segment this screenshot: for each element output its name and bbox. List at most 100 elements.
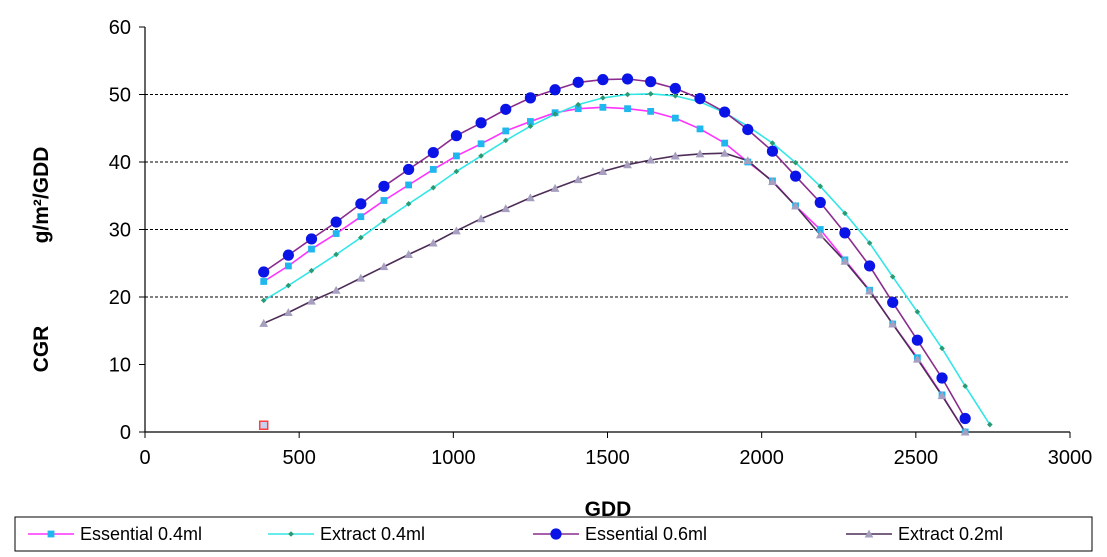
data-point-s3-19 <box>720 148 730 157</box>
data-point-s3-17 <box>670 151 680 160</box>
data-point-s2-1 <box>282 249 294 261</box>
ticks-layer: 0 10 20 30 40 50 60 0 500 1000 1500 2000 2500 3000 <box>109 17 1093 469</box>
data-point-s1-5 <box>381 217 387 224</box>
data-point-s3-12 <box>550 183 560 192</box>
data-point-s0-14 <box>599 103 607 111</box>
data-point-s2-18 <box>694 92 706 105</box>
data-point-s1-10 <box>502 137 509 144</box>
data-point-s3-11 <box>526 193 535 202</box>
x-tick-label-2500: 2500 <box>894 447 939 469</box>
y-axis-title-line1: CGR <box>30 326 53 373</box>
data-point-s3-7 <box>428 238 438 247</box>
data-point-s0-16 <box>647 107 655 115</box>
data-point-s0-1 <box>284 262 292 270</box>
data-point-s1-17 <box>672 93 679 99</box>
data-point-s0-17 <box>671 114 679 122</box>
data-point-s0-13 <box>574 105 582 113</box>
data-point-s3-1 <box>283 308 293 317</box>
data-point-s2-20 <box>742 124 754 136</box>
data-point-s2-10 <box>500 103 512 115</box>
data-point-s1-12 <box>552 111 558 117</box>
data-point-s2-19 <box>719 106 731 118</box>
data-point-s2-27 <box>911 334 923 346</box>
data-point-s1-24 <box>842 210 848 217</box>
data-point-s2-13 <box>572 76 584 88</box>
y-tick-label-0: 0 <box>120 422 131 444</box>
data-point-s1-21 <box>769 140 776 146</box>
data-point-s2-28 <box>936 372 948 384</box>
data-point-s1-15 <box>624 91 631 98</box>
data-point-s1-25 <box>866 240 873 246</box>
data-point-s2-7 <box>427 146 439 159</box>
data-point-s3-14 <box>598 167 608 175</box>
legend-swatch-marker-3 <box>864 529 874 538</box>
data-point-s3-20 <box>743 156 753 165</box>
y-tick-label-30: 30 <box>109 220 131 242</box>
data-point-s3-16 <box>646 155 656 164</box>
data-point-s1-8 <box>453 168 460 175</box>
data-point-s3-26 <box>888 319 898 328</box>
data-point-s1-14 <box>600 95 606 101</box>
data-point-s0-18 <box>696 125 704 133</box>
data-point-s3-24 <box>840 256 850 265</box>
data-point-s0-2 <box>308 245 315 253</box>
data-point-s2-12 <box>549 84 561 96</box>
data-point-s2-24 <box>839 227 851 239</box>
data-point-s3-28 <box>937 391 947 400</box>
data-point-s2-9 <box>475 117 487 129</box>
x-tick-label-0: 0 <box>139 447 150 469</box>
data-point-s2-6 <box>403 163 415 176</box>
data-point-s3-13 <box>573 175 583 184</box>
data-point-s0-19 <box>721 139 729 147</box>
data-point-s2-0 <box>258 266 270 278</box>
y-tick-label-60: 60 <box>109 17 131 39</box>
data-point-s3-10 <box>501 204 511 213</box>
data-point-s1-2 <box>308 267 315 274</box>
data-point-s3-6 <box>404 250 414 258</box>
data-point-s1-9 <box>478 153 484 159</box>
data-point-s1-0 <box>260 297 267 304</box>
data-point-s3-4 <box>356 273 366 282</box>
data-point-s1-4 <box>358 234 364 241</box>
data-point-s2-17 <box>669 82 681 95</box>
data-point-s2-2 <box>305 233 318 245</box>
data-point-s2-26 <box>887 296 899 308</box>
x-axis-title: GDD <box>585 498 632 521</box>
data-point-s3-25 <box>865 286 874 295</box>
stray-marker <box>258 420 269 430</box>
y-tick-label-20: 20 <box>109 287 131 309</box>
data-point-s1-13 <box>575 101 582 108</box>
data-point-s1-29 <box>962 383 968 389</box>
data-point-s0-8 <box>453 152 460 160</box>
markers-layer <box>258 73 993 436</box>
data-point-s0-7 <box>429 166 437 173</box>
data-point-s3-27 <box>912 354 922 363</box>
data-point-s3-21 <box>768 177 777 186</box>
x-tick-label-1000: 1000 <box>431 447 476 469</box>
x-tick-label-500: 500 <box>282 447 315 469</box>
data-point-s0-0 <box>260 278 268 285</box>
data-point-s1-1 <box>285 282 292 289</box>
data-point-s3-23 <box>815 230 825 239</box>
legend: Essential 0.4ml Extract 0.4ml Essential 0.… <box>14 516 1093 552</box>
data-point-s3-3 <box>331 285 341 294</box>
legend-items: Essential 0.4ml Extract 0.4ml Essential 0.… <box>28 524 1003 544</box>
data-point-s3-29 <box>960 427 970 436</box>
y-tick-label-50: 50 <box>109 85 131 107</box>
data-point-s2-15 <box>621 73 634 85</box>
series-line-1 <box>263 92 991 426</box>
data-point-s1-26 <box>889 273 896 280</box>
data-point-s0-15 <box>624 105 631 113</box>
data-point-s2-23 <box>814 196 826 209</box>
data-point-s2-4 <box>355 198 367 210</box>
data-point-s1-3 <box>333 251 339 258</box>
data-point-s2-11 <box>524 92 537 104</box>
series-layer <box>263 78 991 433</box>
series-line-3 <box>263 152 966 433</box>
y-tick-label-10: 10 <box>109 355 131 377</box>
series-line-0 <box>263 106 966 433</box>
data-point-s1-28 <box>939 345 945 352</box>
legend-label-3: Extract 0.2ml <box>898 524 1003 544</box>
